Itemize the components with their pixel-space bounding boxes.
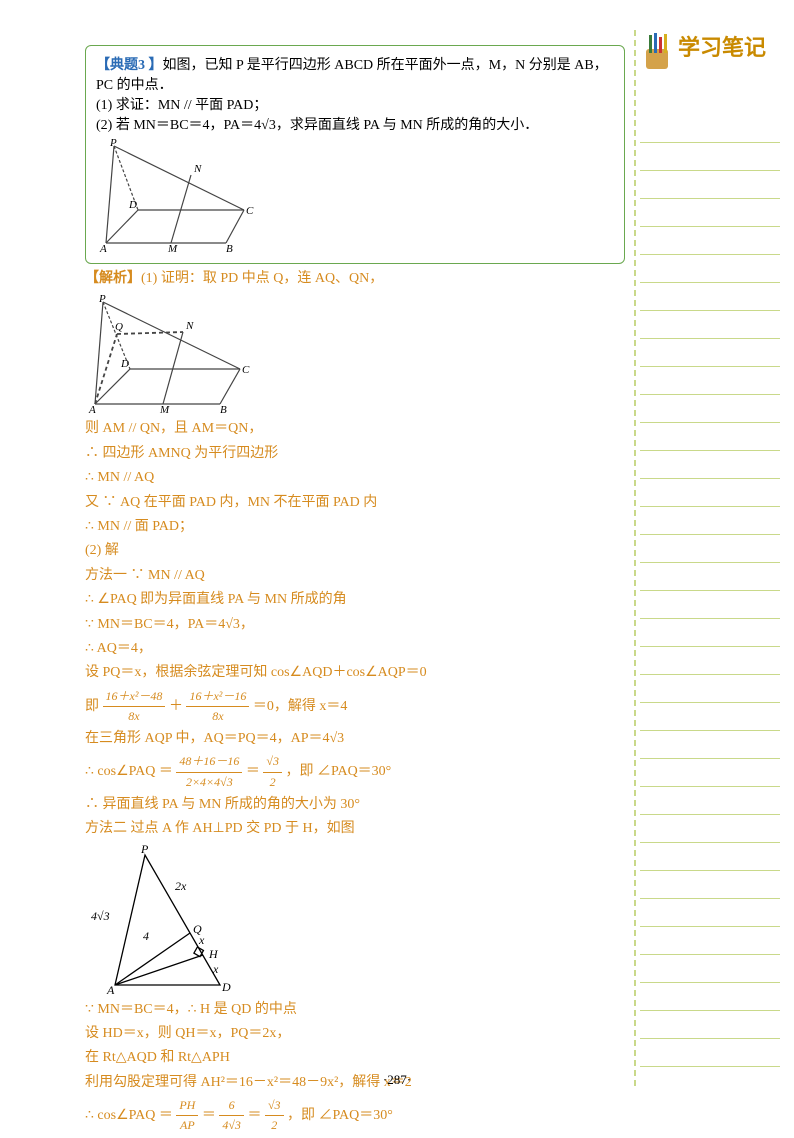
sol-line: 在 Rt△AQD 和 Rt△APH	[85, 1047, 625, 1069]
sol-line-frac2: ∴ cos∠PAQ ＝ 48＋16－162×4×4√3 ＝ √32 ，即 ∠PA…	[85, 752, 625, 791]
svg-text:A: A	[106, 983, 115, 995]
sol-line: (2) 解	[85, 540, 625, 562]
solution: 【解析】(1) 证明：取 PD 中点 Q，连 AQ、QN， P Q N D C	[85, 268, 625, 1136]
txt: ＝	[247, 1108, 265, 1123]
fraction: 64√3	[219, 1096, 244, 1135]
sol-line: 方法二 过点 A 作 AH⊥PD 交 PD 于 H，如图	[85, 818, 625, 840]
svg-text:A: A	[99, 243, 107, 253]
sol-line-frac1: 即 16＋x²－488x ＋ 16＋x²－168x ＝0，解得 x＝4	[85, 687, 625, 726]
txt: ＝0，解得 x＝4	[253, 699, 348, 714]
svg-text:x: x	[212, 962, 219, 976]
svg-text:D: D	[128, 199, 137, 211]
problem-text: 如图，已知 P 是平行四边形 ABCD 所在平面外一点，M，N 分别是 AB，P…	[96, 58, 608, 93]
sol-line: (1) 证明：取 PD 中点 Q，连 AQ、QN，	[141, 271, 383, 286]
svg-text:H: H	[208, 947, 219, 961]
figure-3: P Q H D A 2x 4√3 4 x x	[85, 845, 245, 995]
figure-2: P Q N D C A M B	[85, 294, 255, 414]
svg-text:B: B	[226, 243, 233, 253]
problem-tag: 【典题3 】	[96, 58, 163, 73]
svg-text:D: D	[120, 358, 129, 370]
fraction: √32	[263, 752, 282, 791]
svg-text:C: C	[246, 205, 254, 217]
txt: ，即 ∠PAQ＝30°	[287, 1108, 393, 1123]
sol-line: ∵ MN＝BC＝4，∴ H 是 QD 的中点	[85, 999, 625, 1021]
sol-line: ∴ MN // AQ	[85, 467, 625, 489]
problem-box: 【典题3 】如图，已知 P 是平行四边形 ABCD 所在平面外一点，M，N 分别…	[85, 45, 625, 264]
svg-text:C: C	[242, 364, 250, 376]
svg-text:P: P	[109, 138, 117, 149]
svg-text:M: M	[167, 243, 178, 253]
txt: 即	[85, 699, 103, 714]
sol-line: ∴ 异面直线 PA 与 MN 所成的角的大小为 30°	[85, 794, 625, 816]
txt: ＝	[202, 1108, 220, 1123]
svg-text:A: A	[88, 404, 96, 414]
sol-line: ∴ 四边形 AMNQ 为平行四边形	[85, 443, 625, 465]
sol-line: 又 ∵ AQ 在平面 PAD 内，MN 不在平面 PAD 内	[85, 492, 625, 514]
svg-text:N: N	[185, 320, 194, 332]
sol-line: ∴ AQ＝4，	[85, 638, 625, 660]
fraction: 16＋x²－168x	[186, 687, 249, 726]
sidebar-header: 学习笔记	[640, 30, 780, 73]
svg-text:B: B	[220, 404, 227, 414]
sol-line: 则 AM // QN，且 AM＝QN，	[85, 418, 625, 440]
txt: ∴ cos∠PAQ ＝	[85, 764, 176, 779]
svg-text:D: D	[221, 980, 231, 994]
fraction: 48＋16－162×4×4√3	[176, 752, 242, 791]
txt: ＋	[169, 699, 187, 714]
solution-tag: 【解析】	[85, 271, 141, 286]
sol-line-frac3: ∴ cos∠PAQ ＝ PHAP ＝ 64√3 ＝ √32 ，即 ∠PAQ＝30…	[85, 1096, 625, 1135]
svg-text:N: N	[193, 163, 202, 175]
sol-line: ∵ MN＝BC＝4，PA＝4√3，	[85, 614, 625, 636]
svg-text:4√3: 4√3	[91, 909, 110, 923]
sidebar: 学习笔记	[640, 30, 780, 1067]
sol-line: ∴ ∠PAQ 即为异面直线 PA 与 MN 所成的角	[85, 589, 625, 611]
svg-text:4: 4	[143, 929, 149, 943]
svg-text:2x: 2x	[175, 879, 187, 893]
txt: ，即 ∠PAQ＝30°	[285, 764, 391, 779]
txt: ＝	[246, 764, 264, 779]
svg-text:P: P	[98, 294, 106, 305]
fraction: 16＋x²－488x	[103, 687, 166, 726]
sol-line: 设 HD＝x，则 QH＝x，PQ＝2x，	[85, 1023, 625, 1045]
fraction: √32	[265, 1096, 284, 1135]
note-lines	[640, 115, 780, 1067]
svg-text:x: x	[198, 933, 205, 947]
svg-text:P: P	[140, 845, 149, 856]
sol-line: ∴ MN // 面 PAD；	[85, 516, 625, 538]
sol-line: 方法一 ∵ MN // AQ	[85, 565, 625, 587]
figure-1: P N D C A M B	[96, 138, 256, 253]
pencil-cup-icon	[640, 31, 674, 73]
problem-q2: (2) 若 MN＝BC＝4，PA＝4√3，求异面直线 PA 与 MN 所成的角的…	[96, 114, 614, 134]
svg-text:M: M	[159, 404, 170, 414]
svg-text:Q: Q	[115, 321, 123, 333]
sidebar-divider	[634, 30, 636, 1086]
txt: ∴ cos∠PAQ ＝	[85, 1108, 176, 1123]
sol-line: 设 PQ＝x，根据余弦定理可知 cos∠AQD＋cos∠AQP＝0	[85, 662, 625, 684]
problem-q1: (1) 求证：MN // 平面 PAD；	[96, 94, 614, 114]
sidebar-title: 学习笔记	[678, 35, 766, 60]
fraction: PHAP	[176, 1096, 198, 1135]
main-content: 【典题3 】如图，已知 P 是平行四边形 ABCD 所在平面外一点，M，N 分别…	[85, 45, 625, 1138]
sol-line: 在三角形 AQP 中，AQ＝PQ＝4，AP＝4√3	[85, 728, 625, 750]
problem-stem: 【典题3 】如图，已知 P 是平行四边形 ABCD 所在平面外一点，M，N 分别…	[96, 54, 614, 94]
page-number: ·287·	[0, 1072, 794, 1088]
